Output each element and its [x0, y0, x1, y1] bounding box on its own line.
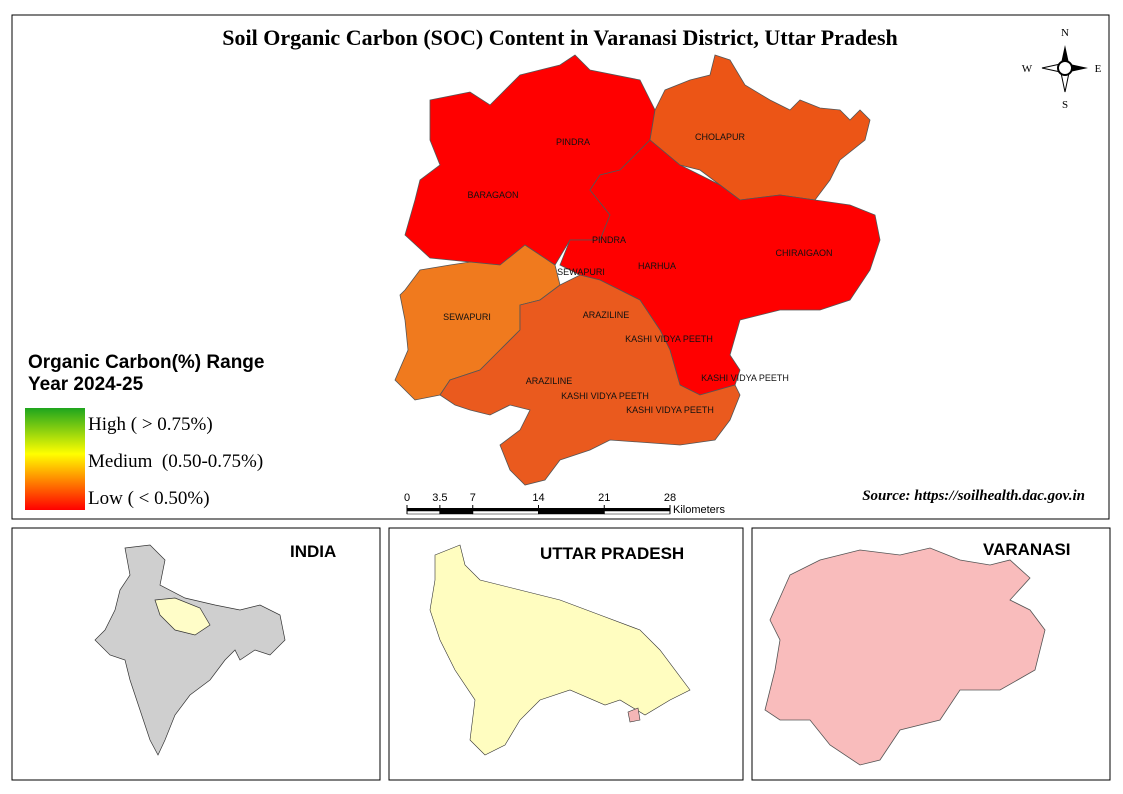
scale-segment: [472, 510, 539, 515]
scale-segment: [604, 508, 670, 511]
scale-tick-label: 21: [598, 492, 610, 504]
region-label: SEWAPURI: [443, 312, 491, 322]
region-labels: PINDRA CHOLAPUR BARAGAON PINDRA SEWAPURI…: [443, 132, 832, 415]
compass-s: S: [1062, 99, 1068, 111]
region-label: BARAGAON: [467, 190, 518, 200]
region-label: ARAZILINE: [583, 310, 630, 320]
region-label: KASHI VIDYA PEETH: [625, 334, 713, 344]
region-label: ARAZILINE: [526, 376, 573, 386]
region-label: KASHI VIDYA PEETH: [561, 391, 649, 401]
north-arrow: N E S W: [1022, 27, 1102, 111]
inset-title: UTTAR PRADESH: [540, 544, 684, 563]
legend-subtitle: Year 2024-25: [28, 374, 144, 395]
legend-item: High ( > 0.75%): [88, 414, 213, 435]
region-label: SEWAPURI: [557, 267, 605, 277]
inset-title: VARANASI: [983, 540, 1071, 559]
varanasi-map: [764, 547, 1046, 766]
scale-segment: [538, 510, 605, 515]
scale-tick-label: 7: [470, 492, 476, 504]
region-label: KASHI VIDYA PEETH: [626, 405, 714, 415]
scale-segment: [439, 510, 473, 515]
inset-title: INDIA: [290, 542, 336, 561]
scale-bar: 0 3.5 7 14 21 28: [404, 492, 676, 515]
map-title: Soil Organic Carbon (SOC) Content in Var…: [222, 25, 898, 50]
legend-item: Medium (0.50-0.75%): [88, 451, 263, 472]
region-label: KASHI VIDYA PEETH: [701, 373, 789, 383]
region-label: CHOLAPUR: [695, 132, 746, 142]
scale-tick-label: 0: [404, 492, 410, 504]
district-map: [394, 54, 881, 486]
legend-item: Low ( < 0.50%): [88, 488, 210, 509]
compass-n: N: [1061, 27, 1069, 39]
india-map: [94, 544, 286, 756]
legend-title: Organic Carbon(%) Range: [28, 352, 264, 373]
region-label: PINDRA: [592, 235, 626, 245]
region: [559, 139, 881, 396]
scale-segment: [407, 508, 440, 511]
scale-segment: [472, 508, 539, 511]
region-label: HARHUA: [638, 261, 676, 271]
legend-gradient: [25, 408, 85, 510]
scale-segment: [538, 508, 605, 511]
scale-unit: Kilometers: [673, 504, 725, 516]
scale-segment: [406, 510, 441, 515]
scale-tick-label: 14: [532, 492, 544, 504]
source: Source: https://soilhealth.dac.gov.in: [862, 488, 1085, 504]
region: [439, 274, 741, 486]
scale-tick-label: 28: [664, 492, 676, 504]
scale-tick-label: 3.5: [432, 492, 447, 504]
scale-segment: [439, 508, 473, 511]
compass-e: E: [1095, 63, 1102, 75]
up-map: [429, 544, 691, 756]
scale-segment: [604, 510, 671, 515]
region-label: CHIRAIGAON: [775, 248, 832, 258]
compass-w: W: [1022, 63, 1033, 75]
region-label: PINDRA: [556, 137, 590, 147]
